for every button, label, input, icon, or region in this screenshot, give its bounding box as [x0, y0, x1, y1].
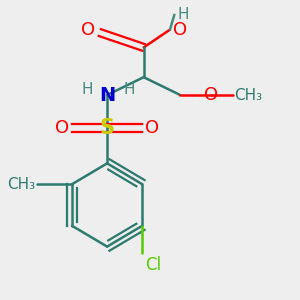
Text: O: O	[145, 119, 159, 137]
Text: CH₃: CH₃	[234, 88, 262, 103]
Text: S: S	[100, 118, 115, 138]
Text: CH₃: CH₃	[8, 177, 35, 192]
Text: O: O	[55, 119, 69, 137]
Text: N: N	[99, 85, 115, 104]
Text: H: H	[177, 7, 189, 22]
Text: H: H	[81, 82, 92, 97]
Text: H: H	[123, 82, 135, 97]
Text: O: O	[173, 21, 187, 39]
Text: Cl: Cl	[145, 256, 161, 274]
Text: O: O	[204, 86, 218, 104]
Text: O: O	[81, 21, 95, 39]
